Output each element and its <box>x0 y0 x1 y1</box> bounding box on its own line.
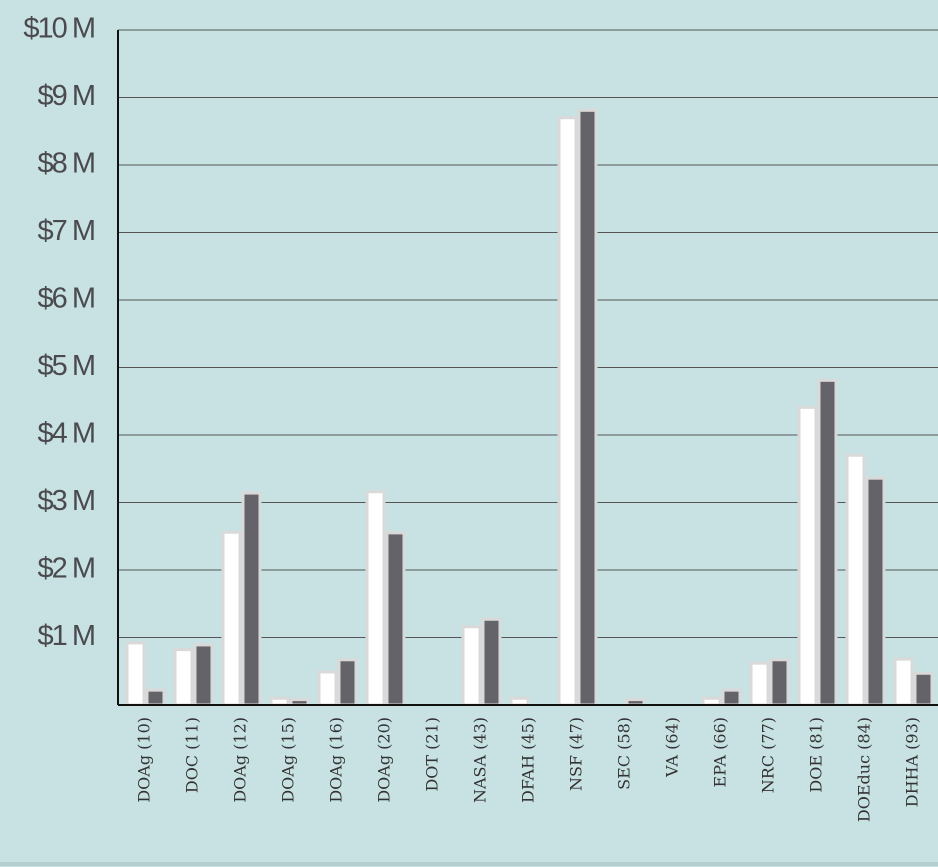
bar <box>701 696 722 707</box>
x-tick-label: SEC (58) <box>615 717 634 790</box>
bar <box>221 530 242 707</box>
bar <box>365 490 386 707</box>
bar <box>797 405 818 707</box>
x-tick-label: DOAg (20) <box>375 717 394 803</box>
bar <box>481 617 502 707</box>
x-tick-label: DHHA (93) <box>903 717 922 807</box>
x-tick-label: DOC (11) <box>183 717 202 793</box>
x-tick-label: DOEduc (84) <box>855 717 874 822</box>
y-tick-label: $6 M <box>38 283 94 315</box>
bar <box>125 641 146 707</box>
x-tick-label: NASA (43) <box>471 717 490 803</box>
y-tick-label: $2 M <box>38 553 94 585</box>
x-tick-label: NSF (47) <box>567 717 586 791</box>
bar <box>509 696 530 707</box>
y-tick-label: $9 M <box>38 80 94 112</box>
x-tick-label: DFAH (45) <box>519 717 538 803</box>
bar <box>557 116 578 707</box>
bar <box>385 531 406 707</box>
bar <box>893 657 914 707</box>
x-tick-label: DOAg (10) <box>135 717 154 803</box>
bar <box>145 688 166 707</box>
bar <box>865 476 886 707</box>
x-tick-label: DOAg (12) <box>231 717 250 803</box>
bar <box>769 658 790 707</box>
bar <box>193 643 214 707</box>
bar <box>845 453 866 707</box>
bar <box>749 661 770 707</box>
bar <box>337 658 358 707</box>
y-tick-label: $1 M <box>38 620 94 652</box>
bar <box>577 108 598 707</box>
x-tick-label: DOAg (16) <box>327 717 346 803</box>
x-tick-label: VA (64) <box>663 717 682 778</box>
y-tick-label: $4 M <box>38 418 94 450</box>
bar <box>173 648 194 707</box>
bar <box>817 378 838 707</box>
x-tick-label: DOAg (15) <box>279 717 298 803</box>
y-tick-label: $5 M <box>38 350 94 382</box>
bar <box>461 625 482 707</box>
x-tick-label: DOT (21) <box>423 717 442 792</box>
y-tick-label: $7 M <box>38 215 94 247</box>
x-tick-label: EPA (66) <box>711 717 730 787</box>
y-tick-label: $10 M <box>23 13 94 45</box>
y-tick-label: $8 M <box>38 148 94 180</box>
bar <box>913 671 934 707</box>
bar <box>721 688 742 707</box>
x-tick-label: NRC (77) <box>759 717 778 793</box>
x-tick-label: DOE (81) <box>807 717 826 793</box>
bar <box>269 696 290 707</box>
bar <box>317 670 338 707</box>
bar <box>241 491 262 707</box>
y-tick-label: $3 M <box>38 485 94 517</box>
